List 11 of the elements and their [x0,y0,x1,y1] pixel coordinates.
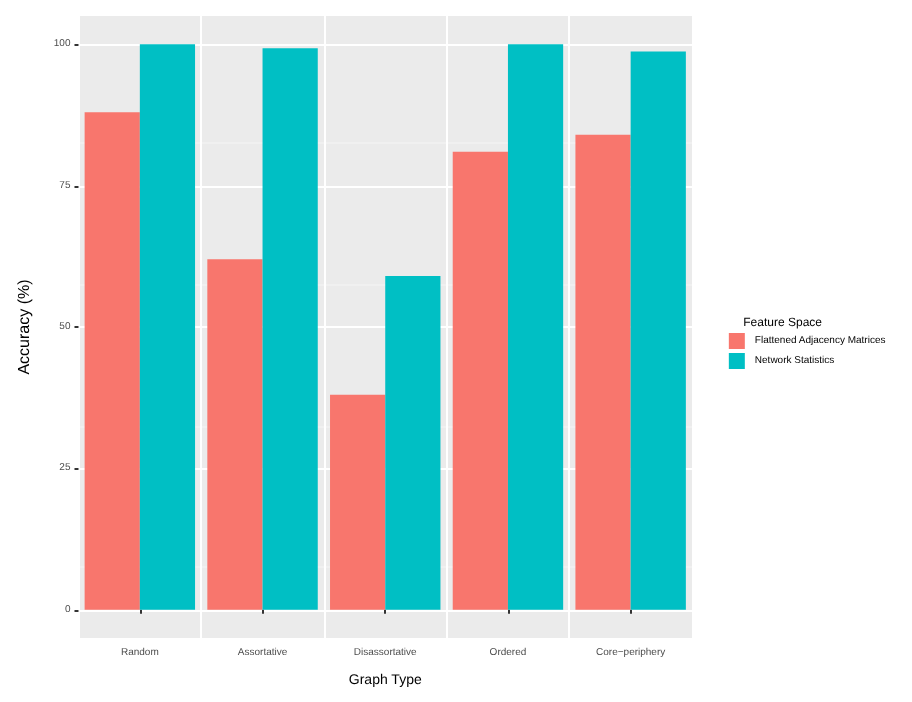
bar [452,151,508,610]
bar [139,44,196,610]
bar [575,134,631,610]
y-axis-title: Accuracy (%) [15,278,33,375]
bar [84,112,140,610]
bar [207,259,263,610]
bar [630,51,686,610]
bar [262,48,318,610]
bar [385,276,441,610]
bar [507,44,564,610]
bar [330,394,386,610]
